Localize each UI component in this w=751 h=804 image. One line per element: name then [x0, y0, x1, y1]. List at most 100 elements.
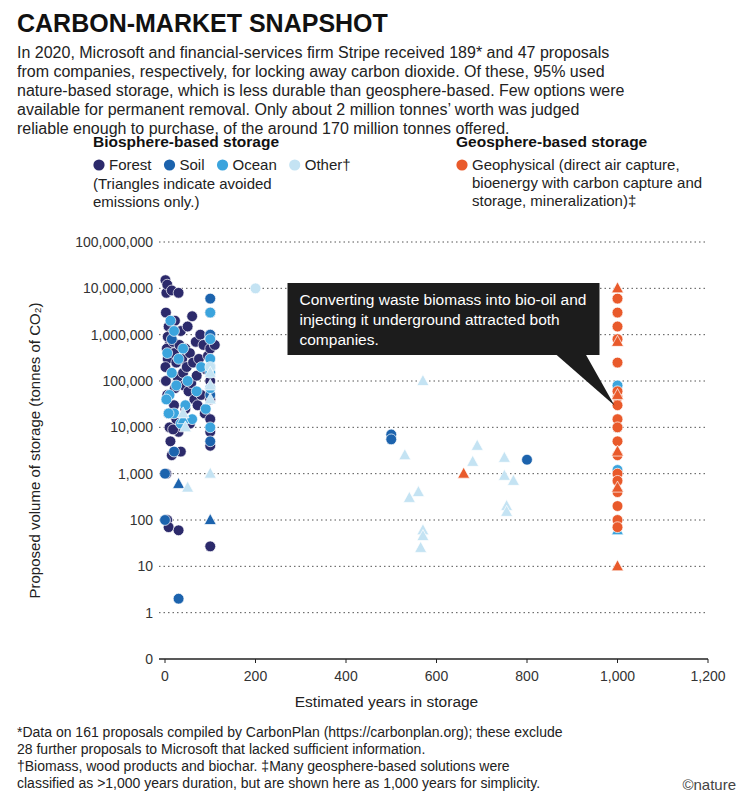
circle-point [612, 357, 623, 368]
text-line: Geophysical (direct air capture, [472, 156, 680, 173]
triangle-point [415, 541, 427, 552]
circle-point [182, 321, 193, 332]
subtitle: In 2020, Microsoft and financial-service… [17, 44, 609, 61]
legend-marker [93, 159, 104, 170]
triangle-point [417, 375, 429, 386]
x-tick [436, 659, 437, 663]
legend-marker [456, 159, 467, 170]
triangle-point [471, 439, 483, 450]
chart: CARBON-MARKET SNAPSHOT In 2020, Microsoft… [0, 0, 751, 804]
y-tick-label: 100,000 [102, 373, 153, 389]
x-tick-label: 0 [161, 668, 169, 684]
x-tick-label: 200 [244, 668, 268, 684]
circle-point [165, 315, 176, 326]
text-line: bioenergy with carbon capture and [472, 174, 702, 191]
circle-point [163, 408, 174, 419]
y-tick-label: 10 [137, 558, 153, 574]
y-axis-label: Proposed volume of storage (tonnes of CO… [26, 303, 43, 599]
circle-point [165, 436, 176, 447]
circle-point [612, 422, 623, 433]
grid-line [159, 566, 708, 567]
triangle-point [612, 282, 624, 293]
circle-point [205, 307, 216, 318]
subtitle: from companies, respectively, for lockin… [17, 63, 605, 80]
circle-point [166, 367, 177, 378]
footnote: †Biomass, wood products and biochar. ‡Ma… [17, 758, 510, 774]
x-tick-label: 1,000 [600, 668, 635, 684]
triangle-point [467, 455, 479, 466]
footnote: classified as >1,000 years duration, but… [17, 775, 540, 791]
text-line: storage, mineralization)‡ [472, 192, 636, 209]
legend-label: Other† [305, 156, 351, 173]
annotation-pointer [556, 354, 615, 405]
y-tick-label: 1,000 [118, 466, 153, 482]
circle-point [205, 422, 216, 433]
x-tick [617, 659, 618, 663]
y-tick-label: 10,000,000 [83, 280, 153, 296]
x-axis-label: Estimated years in storage [295, 693, 479, 710]
circle-point [205, 541, 216, 552]
text-line: (Triangles indicate avoided [93, 175, 272, 192]
legend-marker [289, 159, 300, 170]
circle-point [171, 380, 182, 391]
x-tick-label: 600 [425, 668, 449, 684]
circle-point [205, 307, 216, 318]
x-tick [255, 659, 256, 663]
text-line: injecting it underground attracted both [300, 311, 560, 328]
footnote: 28 further proposals to Microsoft that l… [17, 741, 425, 757]
legend-label: Forest [109, 156, 152, 173]
circle-point [612, 501, 623, 512]
circle-point [160, 515, 171, 526]
circle-point [163, 408, 174, 419]
text-line: emissions only.) [93, 193, 199, 210]
circle-point [612, 293, 623, 304]
grid-line [159, 520, 708, 521]
circle-point [182, 376, 193, 387]
legend-marker [164, 159, 175, 170]
triangle-point [498, 451, 510, 462]
legend-marker [217, 159, 228, 170]
annotation-text: Converting waste biomass into bio-oil an… [300, 291, 587, 348]
triangle-point [498, 469, 510, 480]
text-line: Converting waste biomass into bio-oil an… [300, 291, 587, 308]
x-axis-line [159, 658, 708, 659]
circle-point [178, 343, 189, 354]
y-tick-label: 1,000,000 [91, 327, 153, 343]
triangle-point [612, 560, 624, 571]
subtitle: nature-based storage, which is less dura… [17, 82, 625, 99]
triangle-point [204, 467, 216, 478]
grid-line [159, 242, 708, 243]
x-tick [708, 659, 709, 663]
triangle-point [204, 379, 216, 390]
annotation-box [288, 283, 600, 355]
title: CARBON-MARKET SNAPSHOT [17, 9, 388, 37]
x-tick-label: 1,200 [690, 668, 725, 684]
circle-point [612, 422, 623, 433]
triangle-point [612, 481, 624, 492]
grid-line [159, 473, 708, 474]
x-tick [165, 659, 166, 663]
legend-note: (Triangles indicate avoidedemissions onl… [93, 175, 272, 210]
y-tick-label: 100,000,000 [75, 234, 153, 250]
legend-label: Soil [180, 156, 205, 173]
circle-point [173, 525, 184, 536]
y-tick-label: 10,000 [110, 419, 153, 435]
triangle-point [204, 393, 216, 404]
circle-point [612, 321, 623, 332]
circle-point [205, 293, 216, 304]
triangle-point [417, 530, 429, 541]
x-tick [346, 659, 347, 663]
circle-point [191, 386, 202, 397]
circle-point [200, 403, 211, 414]
circle-point [173, 353, 184, 364]
circle-point [386, 434, 397, 445]
x-tick-label: 400 [334, 668, 358, 684]
circle-point [187, 311, 198, 322]
triangle-point [399, 449, 411, 460]
circle-point [161, 394, 172, 405]
circle-point [522, 454, 533, 465]
grid-line [159, 381, 708, 382]
grid-line [159, 612, 708, 613]
circle-point [195, 329, 206, 340]
annotation: Converting waste biomass into bio-oil an… [288, 283, 615, 405]
